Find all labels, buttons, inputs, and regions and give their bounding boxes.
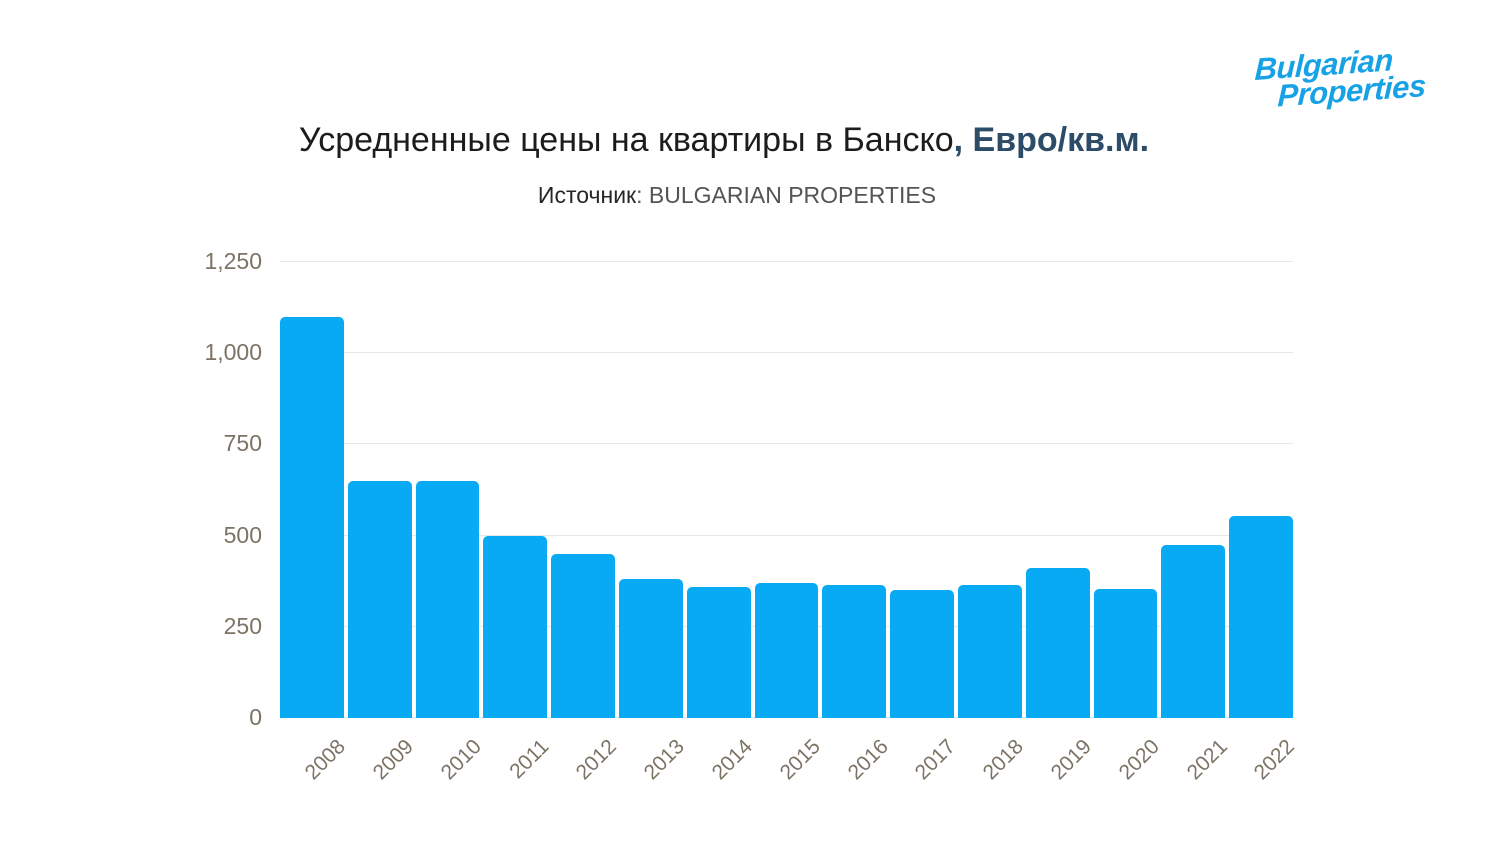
chart-title-main: Усредненные цены на квартиры в Банско	[298, 121, 954, 159]
x-tick-label-2017: 2017	[911, 735, 961, 785]
x-tick-label-2022: 2022	[1250, 735, 1300, 785]
x-slot-2014: 2014	[687, 719, 757, 809]
bar-2016[interactable]	[822, 584, 887, 718]
x-tick-label-2011: 2011	[505, 735, 554, 784]
x-tick-label-2019: 2019	[1046, 735, 1096, 785]
bar-2011[interactable]	[483, 535, 548, 718]
bar-2010[interactable]	[415, 480, 480, 718]
bar-2019[interactable]	[1025, 568, 1090, 718]
x-tick-label-2018: 2018	[978, 735, 1029, 785]
x-tick-label-2016: 2016	[843, 735, 893, 785]
y-tick-label-1000: 1,000	[204, 339, 262, 366]
x-axis: 2008 2009 2010 2011 2012 2013 2014 2015 2016 2017…	[280, 719, 1299, 809]
x-slot-2010: 2010	[416, 719, 485, 809]
chart-source: Источник: BULGARIAN PROPERTIES	[0, 181, 1474, 209]
gridline-1250	[280, 261, 1293, 262]
x-slot-2009: 2009	[348, 719, 418, 809]
bar-2013[interactable]	[618, 579, 683, 718]
bar-2014[interactable]	[686, 586, 751, 718]
bar-2017[interactable]	[890, 590, 954, 718]
x-tick-label-2009: 2009	[368, 735, 418, 785]
y-tick-label-500: 500	[223, 521, 262, 548]
x-slot-2008: 2008	[280, 719, 350, 809]
source-value: : BULGARIAN PROPERTIES	[636, 182, 937, 208]
x-slot-2011: 2011	[483, 719, 553, 809]
chart-title-accent: , Евро/кв.м.	[953, 121, 1150, 159]
y-axis: 0 250 500 750 1,000 1,250	[0, 248, 262, 730]
chart-title: Усредненные цены на квартиры в Банско, Е…	[0, 119, 1448, 161]
x-slot-2017: 2017	[890, 719, 960, 809]
x-slot-2022: 2022	[1229, 719, 1299, 809]
x-slot-2018: 2018	[958, 719, 1028, 809]
bars	[280, 262, 1293, 718]
x-tick-label-2020: 2020	[1114, 735, 1164, 785]
bar-2012[interactable]	[551, 553, 615, 718]
plot-area	[280, 261, 1293, 718]
x-tick-label-2014: 2014	[707, 735, 757, 785]
x-slot-2013: 2013	[619, 719, 689, 809]
x-tick-label-2010: 2010	[436, 735, 486, 785]
y-tick-label-0: 0	[249, 704, 262, 730]
y-tick-label-1250: 1,250	[204, 248, 262, 274]
bar-2008[interactable]	[280, 316, 344, 718]
x-tick-label-2008: 2008	[300, 735, 351, 785]
x-slot-2015: 2015	[755, 719, 824, 809]
x-slot-2016: 2016	[822, 719, 892, 809]
x-tick-label-2021: 2021	[1182, 735, 1232, 785]
bar-2015[interactable]	[754, 583, 819, 718]
bar-2018[interactable]	[957, 584, 1022, 718]
gridline-500	[280, 534, 1293, 536]
x-slot-2019: 2019	[1026, 719, 1096, 809]
gridline-750	[280, 443, 1293, 445]
x-tick-label-2015: 2015	[775, 735, 825, 785]
x-slot-2020: 2020	[1094, 719, 1163, 809]
x-tick-label-2013: 2013	[639, 735, 690, 785]
y-tick-label-250: 250	[223, 612, 262, 639]
gridline-1000	[280, 352, 1293, 354]
bar-2020[interactable]	[1093, 588, 1158, 718]
x-slot-2012: 2012	[551, 719, 621, 809]
y-tick-label-750: 750	[223, 430, 262, 457]
bar-2021[interactable]	[1161, 544, 1226, 718]
source-label: Источник	[537, 182, 637, 208]
x-tick-label-2012: 2012	[572, 735, 622, 785]
bar-2009[interactable]	[347, 480, 412, 718]
bar-2022[interactable]	[1229, 515, 1293, 718]
x-slot-2021: 2021	[1161, 719, 1231, 809]
